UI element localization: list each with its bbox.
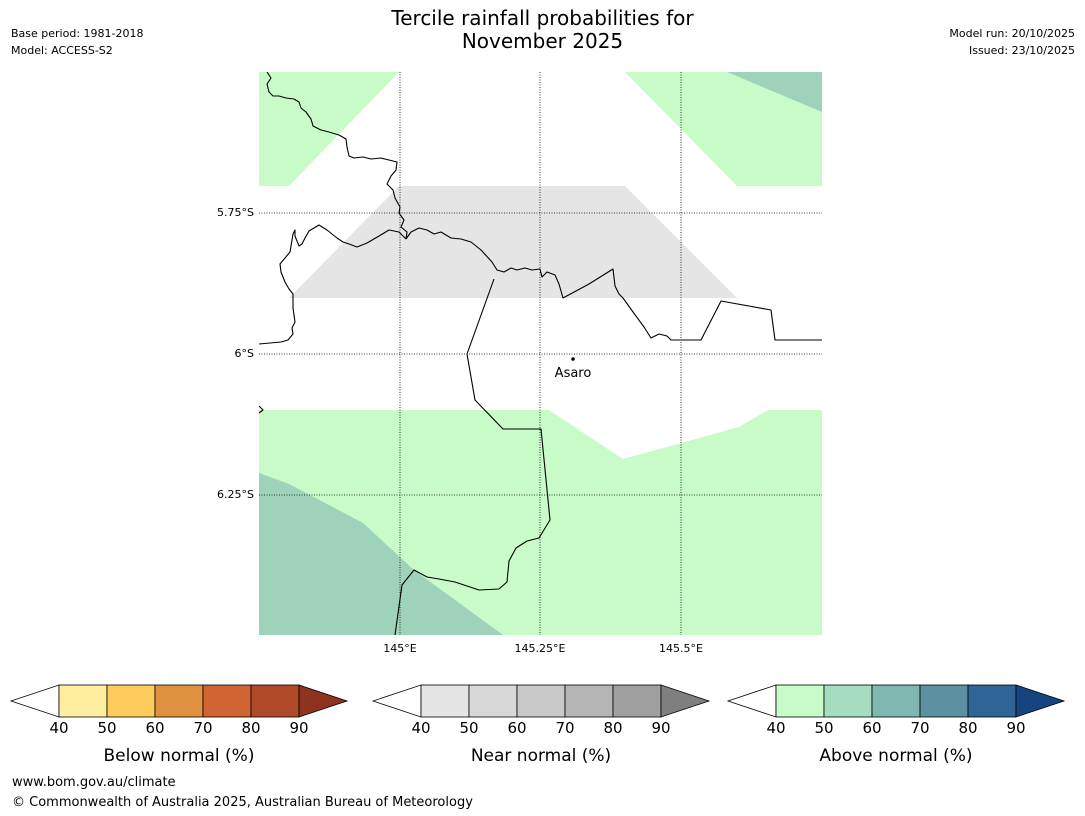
near-legend-segment [468,684,518,718]
lon-label-145: 145°E [383,642,417,655]
above-legend-tick-label: 50 [814,719,833,737]
chart-title: Tercile rainfall probabilities for Novem… [0,7,1085,53]
above-normal-50-region-sw [259,473,503,635]
below-legend-caption: Below normal (%) [104,746,255,766]
below-legend-segment [154,684,204,718]
above-normal-40-region-nw [259,72,399,186]
below-legend-high-arrow [298,684,349,718]
model-name: Model: ACCESS-S2 [11,44,113,57]
below-legend-tick-label: 90 [289,719,308,737]
near-legend-tick-label: 50 [459,719,478,737]
below-legend-tick-label: 80 [241,719,260,737]
place-label-asaro: Asaro [555,366,592,381]
rainfall-map: Asaro [259,72,822,635]
below-legend-low-arrow [9,684,60,718]
above-legend-tick-label: 70 [910,719,929,737]
lat-label-6: 6°S [234,347,254,360]
footer-copyright: © Commonwealth of Australia 2025, Austra… [12,795,473,810]
below-legend-segment [202,684,252,718]
lon-label-145-5: 145.5°E [659,642,703,655]
near-legend-caption: Near normal (%) [471,746,611,766]
issued-date: Issued: 23/10/2025 [968,44,1075,57]
asaro-marker [571,357,575,361]
above-legend-high-arrow [1015,684,1066,718]
near-legend-segment [564,684,614,718]
above-legend-tick-label: 90 [1006,719,1025,737]
above-legend-tick-label: 60 [862,719,881,737]
below-legend-tick-label: 70 [193,719,212,737]
above-legend-segment [967,684,1017,718]
near-legend-low-arrow [371,684,422,718]
above-legend-segment [871,684,921,718]
base-period: Base period: 1981-2018 [11,27,144,40]
below-legend-tick-label: 40 [49,719,68,737]
near-legend-tick-label: 90 [651,719,670,737]
legend-below-normal: 40 50 60 70 80 90 Below normal (%) [9,684,349,766]
below-legend-segment [250,684,300,718]
below-legend-segment [106,684,156,718]
above-normal-50-region-ne [727,72,822,112]
near-legend-tick-label: 60 [507,719,526,737]
meta-left: Base period: 1981-2018 Model: ACCESS-S2 [11,25,143,59]
near-normal-40-region [289,186,737,298]
title-line-1: Tercile rainfall probabilities for [391,6,694,30]
above-legend-low-arrow [726,684,777,718]
legend-colorbars: 40 50 60 70 80 90 Below normal (%) 40 50 60 70 80 9… [9,684,1066,766]
above-legend-segment [775,684,825,718]
near-legend-segment [612,684,662,718]
above-legend-tick-label: 40 [766,719,785,737]
lat-label-6-25: 6.25°S [217,488,254,501]
boundary-line-inner [394,278,551,635]
below-legend-tick-label: 50 [97,719,116,737]
above-legend-segment [919,684,969,718]
lat-label-5-75: 5.75°S [217,206,254,219]
boundary-line-west [259,224,407,345]
near-legend-segment [516,684,566,718]
legend-near-normal: 40 50 60 70 80 90 Near normal (%) [371,684,711,766]
boundary-line-north [266,72,408,240]
model-run: Model run: 20/10/2025 [949,27,1075,40]
near-legend-tick-label: 70 [555,719,574,737]
above-legend-tick-label: 80 [958,719,977,737]
above-normal-40-region-ne [625,72,822,186]
below-legend-tick-label: 60 [145,719,164,737]
near-legend-tick-label: 40 [411,719,430,737]
boundary-line-sw-stub [259,405,264,414]
below-legend-segment [58,684,108,718]
footer-url: www.bom.gov.au/climate [12,775,176,790]
meta-right: Model run: 20/10/2025 Issued: 23/10/2025 [949,25,1075,59]
legend-above-normal: 40 50 60 70 80 90 Above normal (%) [726,684,1066,766]
lon-label-145-25: 145.25°E [514,642,566,655]
title-line-2: November 2025 [461,29,624,53]
near-legend-tick-label: 80 [603,719,622,737]
boundary-line-central [405,227,822,341]
near-legend-segment [420,684,470,718]
near-legend-high-arrow [660,684,711,718]
above-legend-caption: Above normal (%) [819,746,972,766]
above-legend-segment [823,684,873,718]
